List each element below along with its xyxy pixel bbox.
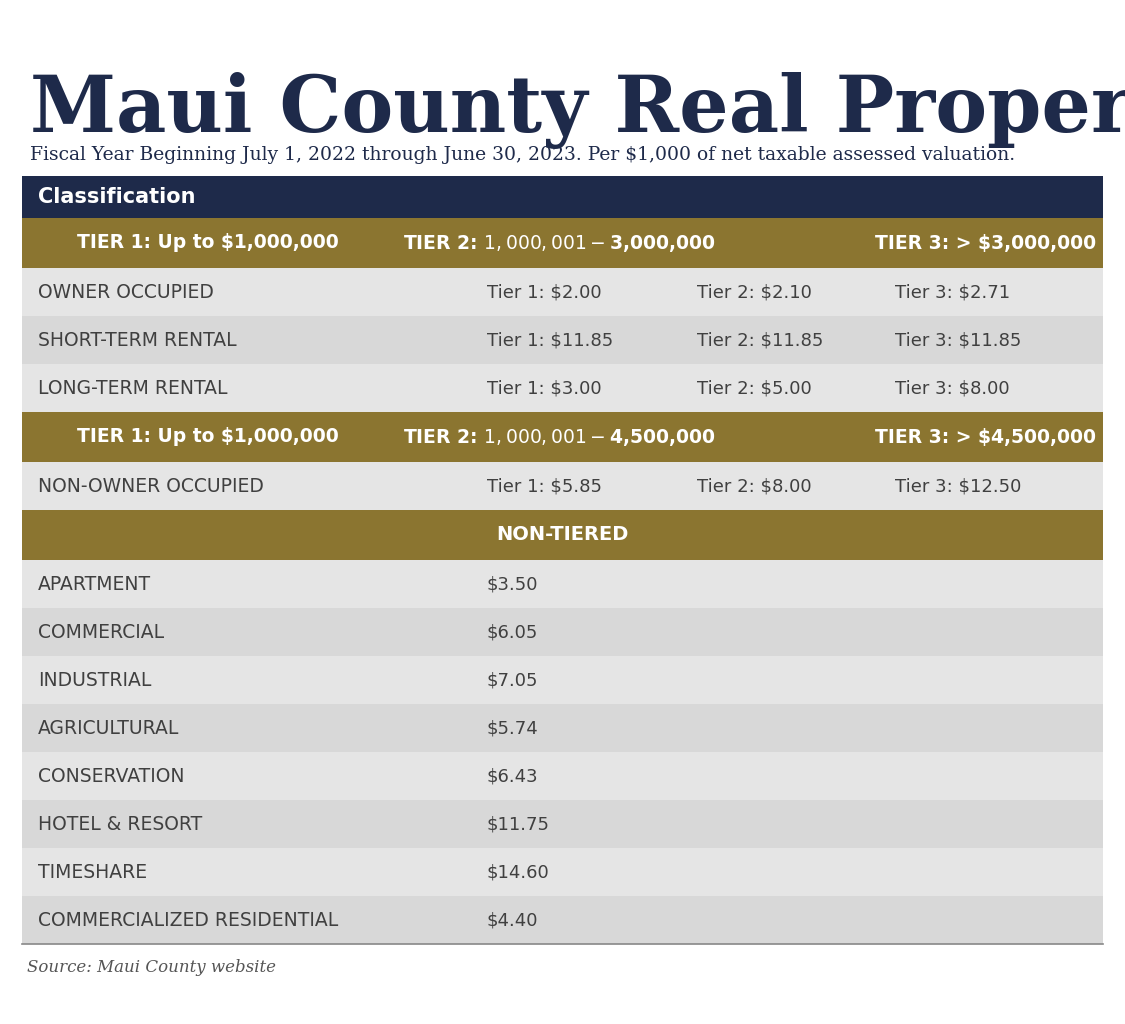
Bar xyxy=(22,510,1102,560)
Text: TIER 3: > $4,500,000: TIER 3: > $4,500,000 xyxy=(875,427,1096,446)
Text: HOTEL & RESORT: HOTEL & RESORT xyxy=(38,814,202,834)
Bar xyxy=(22,848,1102,896)
Text: Fiscal Year Beginning July 1, 2022 through June 30, 2023. Per $1,000 of net taxa: Fiscal Year Beginning July 1, 2022 throu… xyxy=(30,146,1015,164)
Bar xyxy=(22,364,1102,412)
Text: Classification: Classification xyxy=(38,187,196,207)
Text: Tier 1: $5.85: Tier 1: $5.85 xyxy=(487,477,602,495)
Text: Tier 1: $11.85: Tier 1: $11.85 xyxy=(487,331,613,349)
Text: $6.05: $6.05 xyxy=(487,623,539,641)
Text: TIER 1: Up to $1,000,000: TIER 1: Up to $1,000,000 xyxy=(76,427,339,446)
Text: TIER 2: $1,000,001 - $4,500,000: TIER 2: $1,000,001 - $4,500,000 xyxy=(404,427,717,447)
Text: $6.43: $6.43 xyxy=(487,767,539,785)
Text: Tier 3: $11.85: Tier 3: $11.85 xyxy=(896,331,1022,349)
Bar xyxy=(22,656,1102,705)
Text: Maui County Real Property Tax Rates: Maui County Real Property Tax Rates xyxy=(30,72,1125,150)
Text: $11.75: $11.75 xyxy=(487,815,550,833)
Text: SHORT-TERM RENTAL: SHORT-TERM RENTAL xyxy=(38,331,236,349)
Bar xyxy=(22,412,1102,462)
Text: INDUSTRIAL: INDUSTRIAL xyxy=(38,671,152,689)
Text: TIMESHARE: TIMESHARE xyxy=(38,862,147,882)
Text: Tier 3: $8.00: Tier 3: $8.00 xyxy=(896,379,1009,397)
Text: LONG-TERM RENTAL: LONG-TERM RENTAL xyxy=(38,379,227,397)
Text: TIER 3: > $3,000,000: TIER 3: > $3,000,000 xyxy=(875,233,1096,253)
Text: Tier 2: $2.10: Tier 2: $2.10 xyxy=(698,283,812,301)
Text: CONSERVATION: CONSERVATION xyxy=(38,767,184,785)
Text: Tier 1: $2.00: Tier 1: $2.00 xyxy=(487,283,602,301)
Bar xyxy=(22,800,1102,848)
Text: $5.74: $5.74 xyxy=(487,719,539,737)
Bar xyxy=(22,752,1102,800)
Bar xyxy=(22,268,1102,316)
Bar xyxy=(22,176,1102,218)
Text: TIER 1: Up to $1,000,000: TIER 1: Up to $1,000,000 xyxy=(76,233,339,253)
Text: Tier 2: $8.00: Tier 2: $8.00 xyxy=(698,477,811,495)
Bar xyxy=(22,462,1102,510)
Text: COMMERCIALIZED RESIDENTIAL: COMMERCIALIZED RESIDENTIAL xyxy=(38,910,339,930)
Text: OWNER OCCUPIED: OWNER OCCUPIED xyxy=(38,283,214,301)
Text: COMMERCIAL: COMMERCIAL xyxy=(38,623,164,641)
Text: Tier 2: $5.00: Tier 2: $5.00 xyxy=(698,379,812,397)
Text: $4.40: $4.40 xyxy=(487,911,539,929)
Text: Tier 1: $3.00: Tier 1: $3.00 xyxy=(487,379,602,397)
Bar xyxy=(22,608,1102,656)
Text: AGRICULTURAL: AGRICULTURAL xyxy=(38,719,179,737)
Text: APARTMENT: APARTMENT xyxy=(38,574,151,594)
Bar xyxy=(22,560,1102,608)
Text: NON-OWNER OCCUPIED: NON-OWNER OCCUPIED xyxy=(38,476,264,496)
Text: $14.60: $14.60 xyxy=(487,863,550,881)
Bar xyxy=(22,316,1102,364)
Text: Source: Maui County website: Source: Maui County website xyxy=(27,959,276,977)
Text: TIER 2: $1,000,001 - $3,000,000: TIER 2: $1,000,001 - $3,000,000 xyxy=(404,232,717,254)
Text: $3.50: $3.50 xyxy=(487,575,539,593)
Bar xyxy=(22,896,1102,944)
Bar xyxy=(22,218,1102,268)
Text: Tier 3: $2.71: Tier 3: $2.71 xyxy=(896,283,1010,301)
Text: Tier 3: $12.50: Tier 3: $12.50 xyxy=(896,477,1022,495)
Text: Tier 2: $11.85: Tier 2: $11.85 xyxy=(698,331,824,349)
Text: $7.05: $7.05 xyxy=(487,671,539,689)
Text: NON-TIERED: NON-TIERED xyxy=(496,525,628,545)
Bar xyxy=(22,705,1102,752)
